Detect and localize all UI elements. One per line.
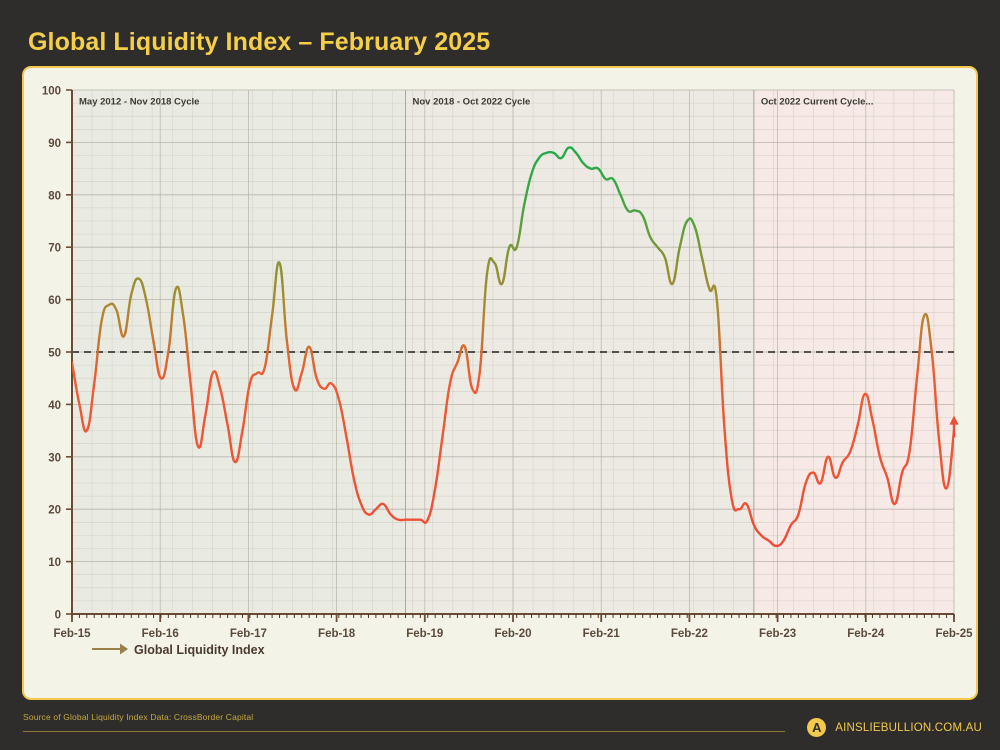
svg-text:0: 0 xyxy=(55,610,61,622)
svg-text:Feb-22: Feb-22 xyxy=(671,628,708,640)
svg-text:80: 80 xyxy=(48,190,61,202)
chart-legend[interactable]: Global Liquidity Index xyxy=(92,643,265,657)
brand-block[interactable]: A AINSLIEBULLION.COM.AU xyxy=(807,718,982,737)
chart-plot-area[interactable]: 0 10 20 30 40 50 60 70 80 90 100 Feb-15 Feb-16 Feb-1… xyxy=(24,68,976,698)
brand-url: AINSLIEBULLION.COM.AU xyxy=(835,721,982,734)
cycle-label: Nov 2018 - Oct 2022 Cycle xyxy=(413,96,531,107)
source-note: Source of Global Liquidity Index Data: C… xyxy=(23,712,254,722)
page-title: Global Liquidity Index – February 2025 xyxy=(28,28,491,56)
cycle-label: Oct 2022 Current Cycle... xyxy=(761,96,873,107)
svg-text:Feb-17: Feb-17 xyxy=(230,628,267,640)
svg-text:20: 20 xyxy=(48,505,61,517)
y-axis-ticks: 0 10 20 30 40 50 60 70 80 90 100 xyxy=(42,86,72,622)
svg-text:Feb-15: Feb-15 xyxy=(53,628,91,640)
svg-text:Feb-20: Feb-20 xyxy=(494,628,531,640)
x-axis-minor-ticks xyxy=(71,614,955,618)
svg-text:40: 40 xyxy=(48,400,61,412)
svg-text:10: 10 xyxy=(48,557,61,569)
svg-text:50: 50 xyxy=(48,348,61,360)
svg-text:60: 60 xyxy=(48,295,61,307)
x-axis-ticks: Feb-15 Feb-16 Feb-17 Feb-18 Feb-19 Feb-20 Feb-… xyxy=(53,614,973,640)
series-line-global-liquidity-index[interactable] xyxy=(72,146,954,548)
svg-text:Feb-16: Feb-16 xyxy=(142,628,179,640)
svg-text:Feb-25: Feb-25 xyxy=(935,628,973,640)
svg-text:Feb-19: Feb-19 xyxy=(406,628,443,640)
cycle-label: May 2012 - Nov 2018 Cycle xyxy=(79,96,199,107)
svg-text:90: 90 xyxy=(48,138,61,150)
svg-text:Feb-23: Feb-23 xyxy=(759,628,796,640)
svg-text:70: 70 xyxy=(48,243,61,255)
series-end-arrow-icon xyxy=(949,415,959,438)
ainslie-logo-icon: A xyxy=(807,718,827,737)
legend-label: Global Liquidity Index xyxy=(134,643,265,657)
legend-arrow-icon xyxy=(92,643,128,655)
svg-text:Feb-21: Feb-21 xyxy=(583,628,621,640)
svg-text:Feb-24: Feb-24 xyxy=(847,628,885,640)
brand-logo-glyph: A xyxy=(812,720,822,735)
svg-text:30: 30 xyxy=(48,452,61,464)
page-footer: Source of Global Liquidity Index Data: C… xyxy=(0,700,1000,750)
svg-text:Feb-18: Feb-18 xyxy=(318,628,356,640)
svg-text:100: 100 xyxy=(42,86,61,98)
cycle-labels: May 2012 - Nov 2018 Cycle Nov 2018 - Oct … xyxy=(79,96,873,107)
chart-card: 0 10 20 30 40 50 60 70 80 90 100 Feb-15 Feb-16 Feb-1… xyxy=(22,66,978,700)
footer-divider xyxy=(23,731,785,732)
